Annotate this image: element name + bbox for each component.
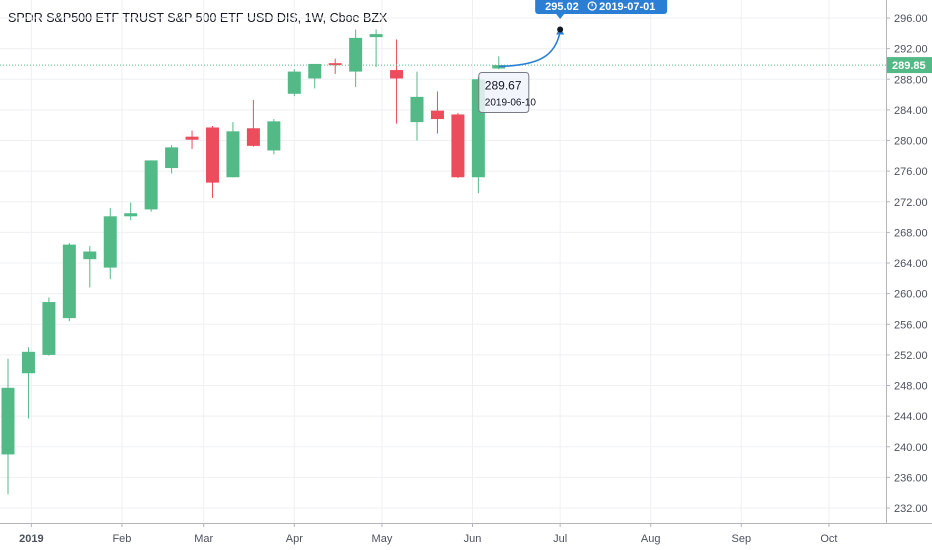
y-tick-label: 240.00 xyxy=(894,442,928,454)
candle-body xyxy=(308,63,322,79)
target-box-pointer xyxy=(556,14,565,19)
candle[interactable] xyxy=(42,297,56,356)
candle-body xyxy=(165,147,179,169)
candle-body xyxy=(410,96,424,123)
candle-body xyxy=(103,216,117,268)
candle-body xyxy=(1,387,15,455)
y-tick-label: 252.00 xyxy=(894,350,928,362)
candle[interactable] xyxy=(62,243,76,322)
x-tick-label: Jun xyxy=(464,533,482,545)
candle[interactable] xyxy=(165,145,179,174)
candle-body xyxy=(451,114,465,178)
x-tick-label: Apr xyxy=(286,533,303,545)
x-tick-label: Feb xyxy=(112,533,131,545)
candle[interactable] xyxy=(328,58,342,74)
candle-body xyxy=(83,251,97,260)
y-tick-label: 276.00 xyxy=(894,166,928,178)
start-point-box xyxy=(478,71,530,113)
x-tick-label: May xyxy=(372,533,393,545)
candle-body xyxy=(124,213,138,217)
y-tick-label: 244.00 xyxy=(894,411,928,423)
candle[interactable] xyxy=(349,29,363,87)
candle[interactable] xyxy=(267,119,281,155)
x-tick-label: Mar xyxy=(194,533,213,545)
y-tick-label: 256.00 xyxy=(894,319,928,331)
target-date: 2019-07-01 xyxy=(599,1,655,13)
x-tick-label: Sep xyxy=(731,533,751,545)
candle[interactable] xyxy=(21,347,35,419)
y-tick-label: 280.00 xyxy=(894,136,928,148)
y-tick-label: 232.00 xyxy=(894,503,928,515)
y-tick-label: 292.00 xyxy=(894,44,928,56)
y-tick-label: 236.00 xyxy=(894,472,928,484)
candle[interactable] xyxy=(430,91,444,134)
start-point-date: 2019-06-10 xyxy=(485,97,537,108)
candle-body xyxy=(62,244,76,319)
annotations: 289.67 2019-06-10 295.02 2019-07-01 289.85 xyxy=(0,0,932,113)
candle[interactable] xyxy=(451,112,465,179)
candle[interactable] xyxy=(369,29,383,67)
candle-body xyxy=(185,136,199,140)
candle[interactable] xyxy=(206,125,219,198)
candle[interactable] xyxy=(390,39,404,124)
candle[interactable] xyxy=(287,69,301,97)
candle-body xyxy=(246,128,260,146)
candle-body xyxy=(144,160,158,210)
candle-body xyxy=(328,63,342,66)
y-tick-label: 264.00 xyxy=(894,258,928,270)
candle[interactable] xyxy=(492,56,506,70)
candles[interactable] xyxy=(1,29,506,495)
candle[interactable] xyxy=(1,358,15,495)
y-tick-label: 260.00 xyxy=(894,289,928,301)
candle[interactable] xyxy=(410,71,424,141)
candle-body xyxy=(492,65,506,69)
clock-icon xyxy=(587,1,597,11)
target-box xyxy=(535,0,668,14)
x-tick-label: Oct xyxy=(820,533,837,545)
y-tick-label: 272.00 xyxy=(894,197,928,209)
x-tick-label: Jul xyxy=(553,533,567,545)
candle-body xyxy=(369,34,383,38)
y-tick-label: 268.00 xyxy=(894,227,928,239)
candle[interactable] xyxy=(226,122,240,178)
y-tick-label: 248.00 xyxy=(894,381,928,393)
target-price: 295.02 xyxy=(545,1,579,13)
grid-lines xyxy=(0,0,886,523)
candle[interactable] xyxy=(124,202,138,221)
y-tick-label: 296.00 xyxy=(894,13,928,25)
candle[interactable] xyxy=(185,130,199,149)
x-tick-label: 2019 xyxy=(19,533,43,545)
candle-body xyxy=(390,70,404,79)
candle[interactable] xyxy=(246,99,260,147)
candle[interactable] xyxy=(83,246,97,288)
candle-body xyxy=(42,302,56,355)
candle-body xyxy=(206,127,219,183)
candle-body xyxy=(21,351,35,374)
last-price-label: 289.85 xyxy=(892,60,926,72)
candle[interactable] xyxy=(144,160,158,212)
candle-body xyxy=(287,71,301,94)
candle[interactable] xyxy=(308,63,322,89)
y-tick-label: 284.00 xyxy=(894,105,928,117)
candle-body xyxy=(349,37,363,72)
candle-body xyxy=(226,131,240,178)
last-price-label-bg xyxy=(887,57,932,74)
projection-curve xyxy=(498,31,561,68)
candle[interactable] xyxy=(103,207,117,280)
candle-body xyxy=(430,110,444,120)
projection-target-dot xyxy=(557,26,564,33)
start-point-price: 289.67 xyxy=(485,78,522,92)
x-tick-label: Aug xyxy=(641,533,661,545)
candle-body xyxy=(267,121,281,151)
y-tick-label: 288.00 xyxy=(894,74,928,86)
